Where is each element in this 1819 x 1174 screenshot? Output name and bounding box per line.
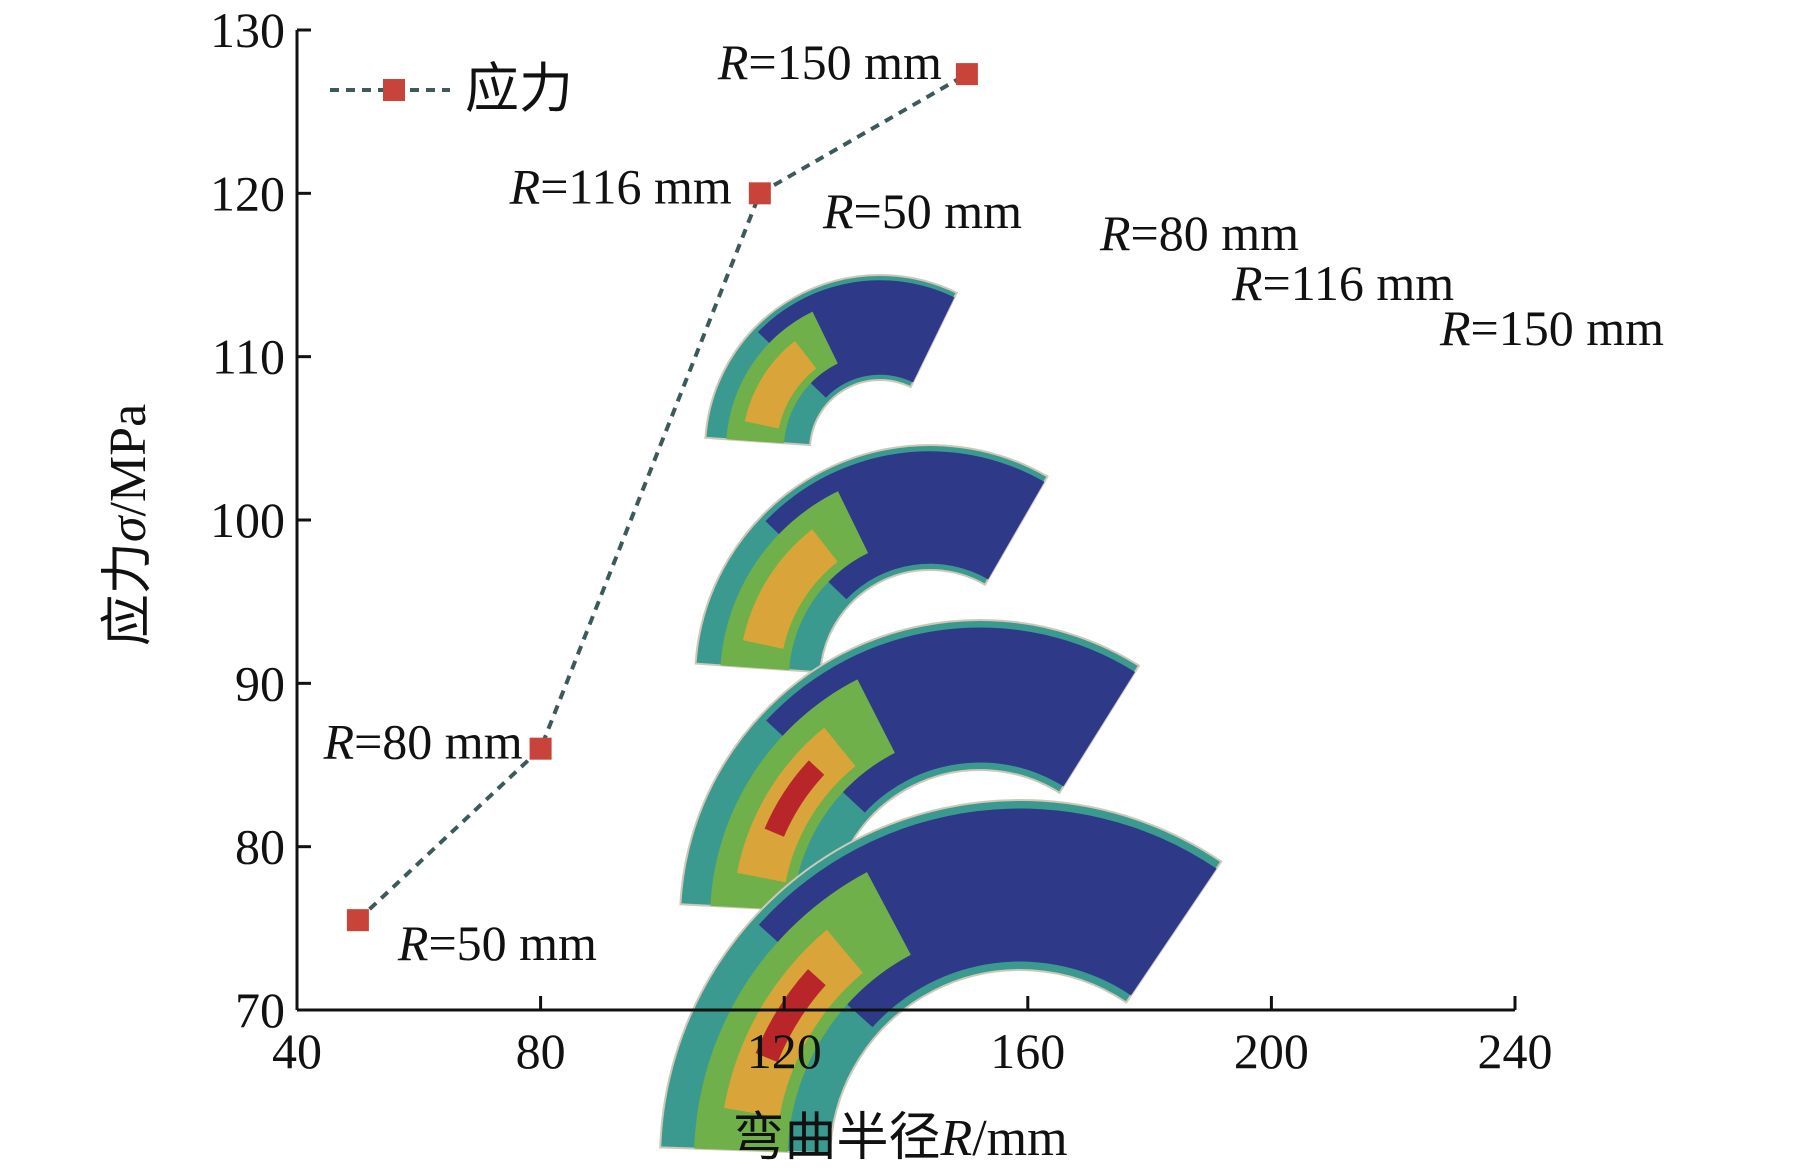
point-label-value: =80 mm bbox=[354, 714, 523, 770]
pipe-high-zone bbox=[764, 760, 825, 837]
point-label-value: =50 mm bbox=[428, 915, 597, 971]
y-tick-label: 90 bbox=[235, 655, 285, 711]
y-axis-label-prefix: 应力 bbox=[100, 542, 157, 646]
inset-label: R=150 mm bbox=[1439, 300, 1664, 356]
point-label-value: =150 mm bbox=[748, 34, 942, 90]
point-label-var: R bbox=[397, 915, 429, 971]
y-tick-label: 120 bbox=[210, 165, 285, 221]
x-axis-label-prefix: 弯曲半径 bbox=[732, 1109, 940, 1167]
inset-pipe-2 bbox=[694, 444, 1049, 674]
legend: 应力 bbox=[330, 59, 573, 119]
series-stress bbox=[346, 63, 978, 932]
x-axis-label-unit: /mm bbox=[972, 1110, 1067, 1167]
y-tick-label: 70 bbox=[235, 982, 285, 1038]
point-label: R=50 mm bbox=[397, 915, 597, 971]
inset-label-var: R bbox=[1439, 300, 1471, 356]
x-tick-label: 160 bbox=[990, 1023, 1065, 1079]
point-label: R=116 mm bbox=[509, 158, 732, 214]
inset-pipe-4 bbox=[659, 799, 1223, 1155]
x-axis-label-var: R bbox=[939, 1110, 972, 1167]
point-label-var: R bbox=[323, 714, 355, 770]
fe-contour-inset bbox=[659, 274, 1223, 1155]
y-axis-label-unit: /MPa bbox=[100, 404, 157, 517]
data-point bbox=[529, 737, 552, 760]
inset-label: R=116 mm bbox=[1231, 255, 1454, 311]
axes: 40 80 120 160 200 240 70 80 90 100 110 120 130 bbox=[210, 2, 1553, 1079]
inset-label: R=50 mm bbox=[822, 183, 1022, 239]
data-point bbox=[748, 182, 771, 205]
point-label-var: R bbox=[717, 34, 749, 90]
y-axis-label: 应力σ/MPa bbox=[100, 404, 157, 646]
inset-label-var: R bbox=[822, 183, 854, 239]
pipe-high-zone bbox=[755, 969, 826, 1063]
point-label-value: =116 mm bbox=[540, 158, 732, 214]
legend-marker bbox=[383, 79, 405, 101]
inset-pipe-3 bbox=[679, 619, 1141, 914]
inset-label-var: R bbox=[1099, 205, 1131, 261]
inset-labels: R=50 mm R=80 mmR=116 mmR=150 mm bbox=[822, 183, 1664, 356]
y-axis-label-var: σ bbox=[100, 514, 157, 542]
point-label: R=150 mm bbox=[717, 34, 942, 90]
y-tick-label: 80 bbox=[235, 819, 285, 875]
pipe-mid-high-zone bbox=[742, 529, 838, 649]
x-tick-label: 240 bbox=[1478, 1023, 1553, 1079]
point-label-var: R bbox=[509, 158, 541, 214]
x-tick-label: 80 bbox=[516, 1023, 566, 1079]
inset-label-value: =50 mm bbox=[854, 183, 1023, 239]
x-axis-label: 弯曲半径R/mm bbox=[732, 1109, 1067, 1167]
data-point bbox=[346, 909, 369, 932]
y-tick-label: 110 bbox=[212, 329, 285, 385]
legend-label: 应力 bbox=[465, 59, 573, 119]
inset-label-value: =150 mm bbox=[1471, 300, 1665, 356]
inset-label-value: =116 mm bbox=[1263, 255, 1455, 311]
y-tick-label: 100 bbox=[210, 492, 285, 548]
x-tick-label: 120 bbox=[747, 1023, 822, 1079]
inset-label: R=80 mm bbox=[1099, 205, 1299, 261]
data-point bbox=[955, 63, 978, 86]
point-label: R=80 mm bbox=[323, 714, 523, 770]
y-tick-label: 130 bbox=[210, 2, 285, 58]
inset-label-value: =80 mm bbox=[1131, 205, 1300, 261]
series-line bbox=[356, 72, 968, 922]
x-tick-label: 40 bbox=[272, 1023, 322, 1079]
inset-pipe-1 bbox=[704, 274, 959, 447]
pipe-mid-high-zone bbox=[744, 341, 817, 429]
x-tick-label: 200 bbox=[1234, 1023, 1309, 1079]
point-annotations: R=50 mmR=80 mmR=116 mmR=150 mm bbox=[323, 34, 942, 971]
inset-label-var: R bbox=[1231, 255, 1263, 311]
